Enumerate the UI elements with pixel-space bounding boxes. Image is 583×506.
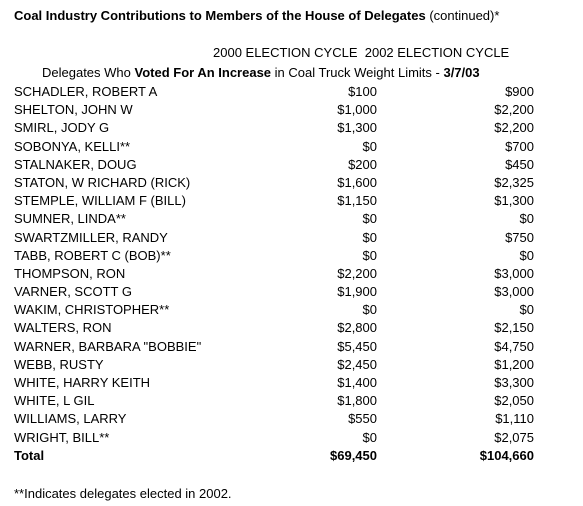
amount-2002: $1,200 [494,356,534,372]
delegate-name: STEMPLE, WILLIAM F (BILL) [14,193,186,209]
delegate-name: THOMPSON, RON [14,265,126,281]
amount-2000: $200 [348,156,377,172]
amount-2002: $2,050 [494,393,534,409]
delegate-name: VARNER, SCOTT G [14,284,132,300]
amount-2002: $0 [519,247,534,263]
amount-2002: $450 [505,156,534,172]
delegate-name: SHELTON, JOHN W [14,102,133,118]
table-row: STATON, W RICHARD (RICK) $1,600 $2,325 [14,174,534,192]
amount-2002: $0 [519,211,534,227]
total-amount-2000: $69,450 [330,447,377,463]
table-row: TABB, ROBERT C (BOB)** $0 $0 [14,247,534,265]
delegate-name: WHITE, L GIL [14,393,95,409]
delegate-name: SUMNER, LINDA** [14,211,126,227]
amount-2002: $2,325 [494,174,534,190]
table-row: SMIRL, JODY G $1,300 $2,200 [14,119,534,137]
amount-2002: $1,110 [495,411,534,427]
amount-2000: $1,000 [337,102,377,118]
amount-2000: $0 [362,302,377,318]
delegate-name: WHITE, HARRY KEITH [14,375,151,390]
column-headers: 2000 ELECTION CYCLE 2002 ELECTION CYCLE [213,45,510,60]
table-row: VARNER, SCOTT G $1,900 $3,000 [14,283,534,301]
table-row: SCHADLER, ROBERT A $100 $900 [14,83,534,101]
delegate-name: WALTERS, RON [14,320,112,336]
total-row: Total $69,450 $104,660 [14,447,534,465]
subtitle-date: 3/7/03 [443,65,480,80]
table-row: SUMNER, LINDA** $0 $0 [14,210,534,228]
contributions-table: SCHADLER, ROBERT A $100 $900 SHELTON, JOHN … [14,83,534,465]
amount-2000: $0 [362,211,377,227]
amount-2000: $2,200 [337,265,377,281]
table-row: THOMPSON, RON $2,200 $3,000 [14,265,534,283]
amount-2002: $4,750 [494,338,534,354]
total-amount-2002: $104,660 [479,447,534,463]
amount-2002: $2,200 [494,120,534,136]
table-row: SOBONYA, KELLI** $0 $700 [14,138,534,156]
delegate-name: WARNER, BARBARA "BOBBIE" [14,338,202,354]
amount-2002: $3,000 [494,265,534,281]
subtitle-bold: Voted For An Increase [134,65,272,80]
table-row: WHITE, L GIL $1,800 $2,050 [14,392,534,410]
delegate-name: SMIRL, JODY G [14,120,110,136]
table-row: WHITE, HARRY KEITH $1,400 $3,300 [14,374,534,392]
title-main: Coal Industry Contributions to Members o… [14,8,426,23]
amount-2002: $750 [505,229,534,245]
table-row: WILLIAMS, LARRY $550 $1,110 [14,410,534,428]
amount-2000: $1,900 [337,284,377,300]
amount-2000: $2,450 [337,356,377,372]
delegate-name: TABB, ROBERT C (BOB)** [14,247,171,263]
amount-2002: $700 [505,138,534,154]
amount-2000: $1,150 [337,193,377,209]
amount-2002: $2,075 [494,429,534,445]
delegate-name: STALNAKER, DOUG [14,156,137,172]
amount-2000: $1,600 [337,174,377,190]
amount-2000: $1,400 [337,375,377,390]
table-row: SWARTZMILLER, RANDY $0 $750 [14,229,534,247]
delegate-name: STATON, W RICHARD (RICK) [14,174,191,190]
delegate-name: SOBONYA, KELLI** [14,138,131,154]
amount-2002: $3,300 [494,375,534,390]
total-delegate-name: Total [14,447,45,463]
amount-2002: $900 [505,84,534,99]
page-title: Coal Industry Contributions to Members o… [14,8,499,23]
amount-2002: $3,000 [494,284,534,300]
amount-2000: $2,800 [337,320,377,336]
table-row: STEMPLE, WILLIAM F (BILL) $1,150 $1,300 [14,192,534,210]
amount-2000: $0 [362,247,377,263]
amount-2000: $550 [348,411,377,427]
amount-2002: $2,150 [494,320,534,336]
amount-2002: $0 [519,302,534,318]
table-row: WAKIM, CHRISTOPHER** $0 $0 [14,301,534,319]
footnote: **Indicates delegates elected in 2002. [14,486,232,501]
table-row: SHELTON, JOHN W $1,000 $2,200 [14,101,534,119]
amount-2000: $1,800 [337,393,377,409]
table-row: WARNER, BARBARA "BOBBIE" $5,450 $4,750 [14,338,534,356]
delegate-name: SCHADLER, ROBERT A [14,84,158,99]
amount-2002: $1,300 [494,193,534,209]
amount-2000: $0 [362,429,377,445]
subtitle-pre: Delegates Who [42,65,135,80]
delegate-name: WAKIM, CHRISTOPHER** [14,302,170,318]
amount-2000: $0 [362,229,377,245]
amount-2000: $100 [348,84,377,99]
table-row: STALNAKER, DOUG $200 $450 [14,156,534,174]
delegate-name: WRIGHT, BILL** [14,429,110,445]
table-row: WEBB, RUSTY $2,450 $1,200 [14,356,534,374]
table-row: WALTERS, RON $2,800 $2,150 [14,319,534,337]
amount-2002: $2,200 [494,102,534,118]
amount-2000: $0 [362,138,377,154]
table-subtitle: Delegates Who Voted For An Increase in C… [42,65,480,80]
amount-2000: $1,300 [337,120,377,136]
amount-2000: $5,450 [337,338,377,354]
table-row: WRIGHT, BILL** $0 $2,075 [14,429,534,447]
subtitle-mid: in Coal Truck Weight Limits - [271,65,444,80]
delegate-name: WILLIAMS, LARRY [14,411,127,427]
delegate-name: WEBB, RUSTY [14,356,104,372]
title-continued: (continued)* [425,8,500,23]
delegate-name: SWARTZMILLER, RANDY [14,229,168,245]
